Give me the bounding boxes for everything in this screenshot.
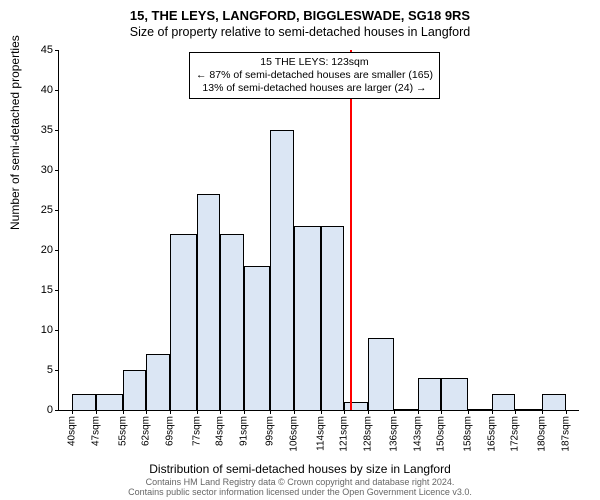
footer-line-2: Contains public sector information licen…: [0, 488, 600, 498]
histogram-bar: [220, 234, 243, 410]
histogram-bar: [542, 394, 565, 410]
y-tick-label: 40: [23, 84, 59, 96]
histogram-bar: [197, 194, 220, 410]
x-tick-mark: [368, 410, 369, 414]
chart-title: 15, THE LEYS, LANGFORD, BIGGLESWADE, SG1…: [0, 0, 600, 23]
y-tick-mark: [55, 130, 59, 131]
x-tick-label: 150sqm: [436, 416, 447, 452]
y-tick-label: 25: [23, 204, 59, 216]
chart-subtitle: Size of property relative to semi-detach…: [0, 23, 600, 39]
y-tick-label: 45: [23, 44, 59, 56]
x-tick-mark: [123, 410, 124, 414]
x-tick-label: 62sqm: [141, 416, 152, 446]
y-tick-mark: [55, 90, 59, 91]
histogram-bar: [270, 130, 293, 410]
chart-container: 15, THE LEYS, LANGFORD, BIGGLESWADE, SG1…: [0, 0, 600, 500]
y-tick-label: 5: [23, 364, 59, 376]
x-tick-label: 99sqm: [265, 416, 276, 446]
x-tick-label: 136sqm: [389, 416, 400, 452]
y-tick-label: 20: [23, 244, 59, 256]
annotation-line: ← 87% of semi-detached houses are smalle…: [196, 69, 433, 82]
histogram-bar: [294, 226, 321, 410]
histogram-bar: [123, 370, 146, 410]
histogram-bar: [468, 409, 491, 410]
y-tick-mark: [55, 410, 59, 411]
histogram-bar: [321, 226, 344, 410]
x-tick-label: 180sqm: [537, 416, 548, 452]
x-tick-mark: [220, 410, 221, 414]
x-tick-label: 106sqm: [288, 416, 299, 452]
x-tick-mark: [542, 410, 543, 414]
histogram-bar: [441, 378, 468, 410]
x-tick-label: 158sqm: [463, 416, 474, 452]
y-tick-label: 0: [23, 404, 59, 416]
x-tick-label: 172sqm: [510, 416, 521, 452]
x-tick-label: 55sqm: [117, 416, 128, 446]
x-tick-mark: [515, 410, 516, 414]
y-tick-label: 35: [23, 124, 59, 136]
x-tick-mark: [468, 410, 469, 414]
y-tick-mark: [55, 50, 59, 51]
annotation-line: 15 THE LEYS: 123sqm: [196, 56, 433, 69]
histogram-bar: [170, 234, 197, 410]
annotation-line: 13% of semi-detached houses are larger (…: [196, 82, 433, 95]
y-tick-mark: [55, 170, 59, 171]
x-tick-mark: [244, 410, 245, 414]
x-tick-label: 84sqm: [215, 416, 226, 446]
y-tick-mark: [55, 290, 59, 291]
x-tick-label: 165sqm: [486, 416, 497, 452]
x-tick-label: 77sqm: [191, 416, 202, 446]
x-tick-mark: [418, 410, 419, 414]
plot-area: 05101520253035404540sqm47sqm55sqm62sqm69…: [58, 50, 579, 411]
histogram-bar: [244, 266, 271, 410]
x-tick-mark: [96, 410, 97, 414]
y-tick-label: 10: [23, 324, 59, 336]
histogram-bar: [146, 354, 169, 410]
x-axis-label: Distribution of semi-detached houses by …: [0, 462, 600, 476]
y-tick-mark: [55, 250, 59, 251]
x-tick-label: 47sqm: [90, 416, 101, 446]
y-axis-label: Number of semi-detached properties: [8, 35, 22, 230]
x-tick-label: 187sqm: [560, 416, 571, 452]
x-tick-mark: [394, 410, 395, 414]
x-tick-mark: [270, 410, 271, 414]
y-tick-label: 30: [23, 164, 59, 176]
x-tick-mark: [170, 410, 171, 414]
histogram-bar: [344, 402, 367, 410]
histogram-bar: [72, 394, 95, 410]
y-tick-mark: [55, 370, 59, 371]
reference-line: [350, 50, 352, 410]
x-tick-mark: [72, 410, 73, 414]
x-tick-mark: [294, 410, 295, 414]
x-tick-mark: [197, 410, 198, 414]
x-tick-label: 143sqm: [412, 416, 423, 452]
x-tick-mark: [441, 410, 442, 414]
annotation-box: 15 THE LEYS: 123sqm← 87% of semi-detache…: [189, 52, 440, 99]
x-tick-label: 114sqm: [315, 416, 326, 451]
x-tick-label: 40sqm: [67, 416, 78, 446]
x-tick-label: 91sqm: [238, 416, 249, 446]
x-tick-label: 121sqm: [339, 416, 350, 452]
histogram-bar: [368, 338, 395, 410]
histogram-bar: [515, 409, 542, 410]
x-tick-mark: [344, 410, 345, 414]
y-tick-mark: [55, 210, 59, 211]
chart-footer: Contains HM Land Registry data © Crown c…: [0, 478, 600, 498]
x-tick-mark: [492, 410, 493, 414]
x-tick-mark: [321, 410, 322, 414]
histogram-bar: [418, 378, 441, 410]
histogram-bar: [492, 394, 515, 410]
x-tick-mark: [146, 410, 147, 414]
y-tick-label: 15: [23, 284, 59, 296]
y-tick-mark: [55, 330, 59, 331]
x-tick-mark: [566, 410, 567, 414]
x-tick-label: 69sqm: [164, 416, 175, 446]
histogram-bar: [96, 394, 123, 410]
x-tick-label: 128sqm: [362, 416, 373, 452]
histogram-bar: [394, 409, 417, 410]
